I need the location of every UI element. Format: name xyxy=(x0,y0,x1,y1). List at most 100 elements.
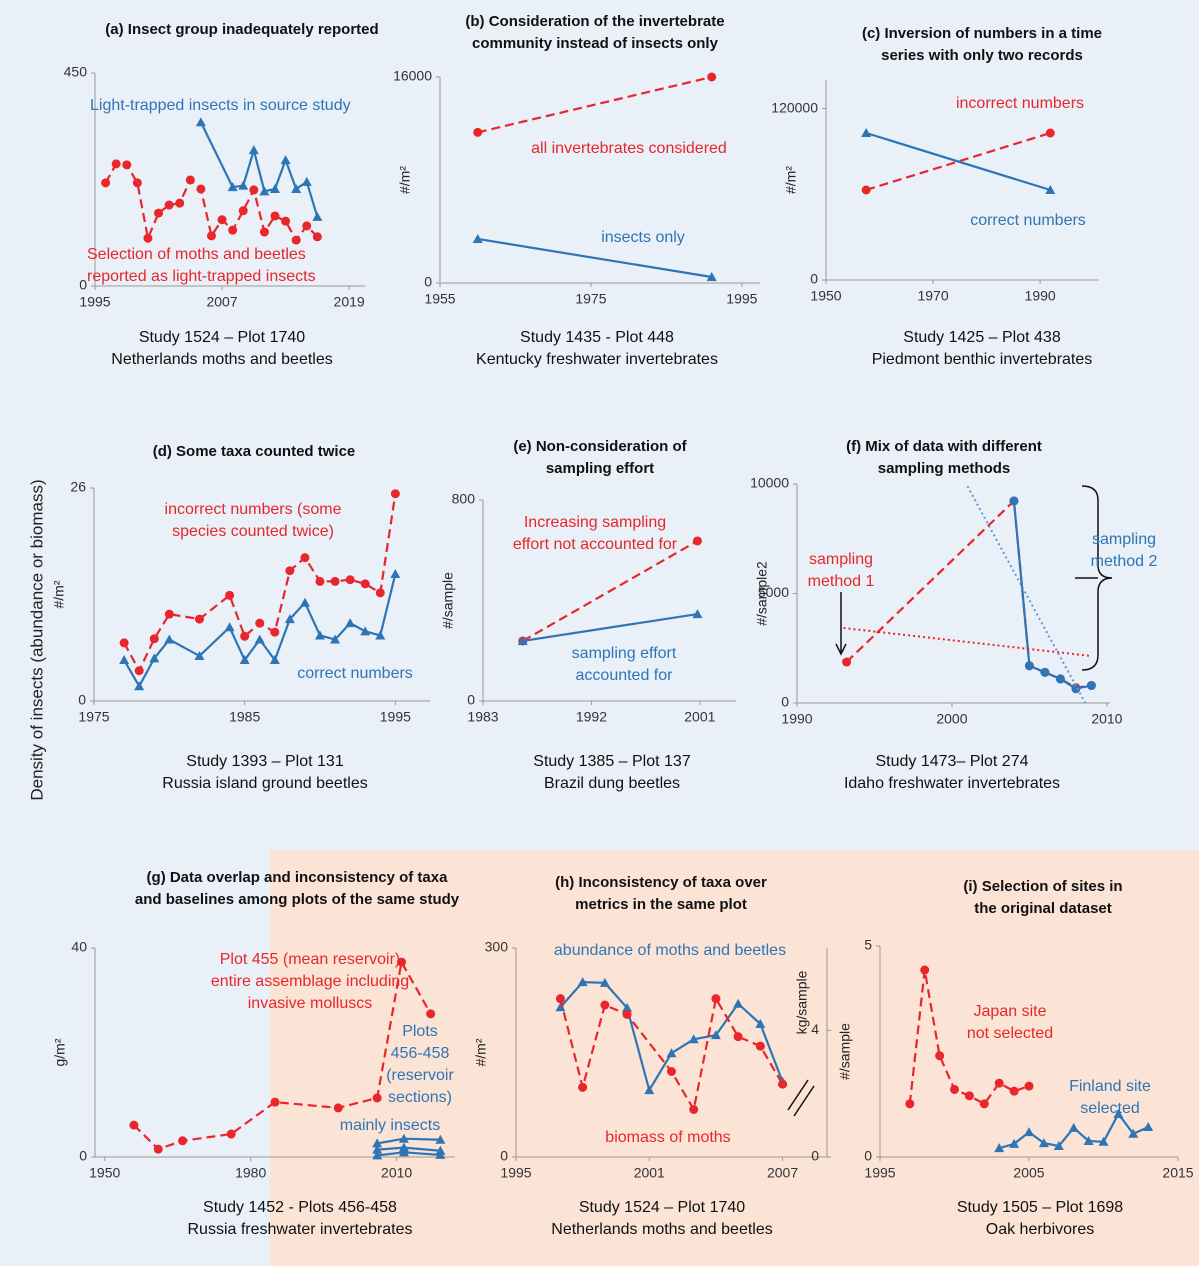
caption: Study 1524 – Plot 1740 xyxy=(579,1199,745,1216)
series-line xyxy=(843,626,1092,657)
point xyxy=(248,145,259,155)
caption: Netherlands moths and beetles xyxy=(111,351,332,368)
series-line xyxy=(865,131,1051,192)
point xyxy=(1024,1127,1034,1137)
point xyxy=(360,626,371,636)
caption: Idaho freshwater invertebrates xyxy=(844,775,1060,792)
point xyxy=(578,1082,588,1092)
caption: Netherlands moths and beetles xyxy=(551,1221,772,1238)
point xyxy=(333,1103,343,1113)
point xyxy=(1128,1128,1139,1138)
bracket xyxy=(1075,485,1113,671)
annotation: abundance of moths and beetles xyxy=(554,942,786,959)
point xyxy=(300,553,310,563)
point xyxy=(1009,1138,1020,1148)
point xyxy=(259,186,270,196)
x-tick-label: 1955 xyxy=(424,291,455,307)
annotation: accounted for xyxy=(576,667,674,684)
point xyxy=(435,1149,446,1159)
point xyxy=(270,1097,280,1107)
chart-title: (c) Inversion of numbers in a time xyxy=(862,25,1102,42)
y-tick-label: 0 xyxy=(810,271,818,287)
series-line xyxy=(966,485,1087,704)
point xyxy=(622,1010,632,1019)
caption: Russia freshwater invertebrates xyxy=(188,1221,413,1238)
point xyxy=(154,208,164,218)
point xyxy=(396,957,406,967)
point xyxy=(398,1133,409,1143)
annotation: insects only xyxy=(601,229,685,246)
point xyxy=(281,216,291,226)
x-tick-label: 2005 xyxy=(1013,1165,1044,1181)
y-tick-label: 0 xyxy=(467,692,475,708)
point xyxy=(622,1002,633,1012)
point xyxy=(129,1120,139,1130)
point xyxy=(259,227,269,237)
annotation: entire assemblage including xyxy=(211,973,409,990)
x-tick-label: 2001 xyxy=(684,709,715,725)
y-tick-label: 0 xyxy=(424,274,432,290)
point xyxy=(164,200,174,210)
caption: Brazil dung beetles xyxy=(544,775,680,792)
y2-tick-label: 0 xyxy=(811,1148,819,1164)
background-bottom-right xyxy=(270,850,1199,1266)
y-tick-label: 0 xyxy=(864,1148,872,1164)
point xyxy=(472,233,483,243)
caption: Study 1524 – Plot 1740 xyxy=(139,329,305,346)
point xyxy=(1040,667,1050,677)
point xyxy=(299,597,310,607)
point xyxy=(1053,1141,1064,1151)
y2-tick-label: 4 xyxy=(811,1021,819,1037)
point xyxy=(711,994,721,1004)
point xyxy=(473,127,483,137)
x-tick-label: 2007 xyxy=(206,294,237,310)
point xyxy=(175,198,185,208)
point xyxy=(194,614,204,624)
point xyxy=(599,977,610,987)
point xyxy=(330,634,341,644)
y-axis-label: #/sample xyxy=(837,1023,853,1080)
chart-title: and baselines among plots of the same st… xyxy=(135,891,460,908)
point xyxy=(1009,1086,1019,1096)
annotation: effort not accounted for xyxy=(513,536,678,553)
point xyxy=(372,1150,383,1160)
y-tick-label: 300 xyxy=(485,939,509,955)
point xyxy=(398,1142,409,1152)
point xyxy=(692,536,702,546)
point xyxy=(707,72,717,82)
x-tick-label: 1990 xyxy=(781,711,812,727)
point xyxy=(842,657,852,667)
point xyxy=(1083,1135,1094,1145)
point xyxy=(119,638,129,648)
x-tick-label: 1975 xyxy=(78,709,109,725)
annotation: correct numbers xyxy=(970,212,1086,229)
x-tick-label: 1995 xyxy=(380,709,411,725)
y-tick-label: 5000 xyxy=(758,584,789,600)
caption: Oak herbivores xyxy=(986,1221,1095,1238)
series-line xyxy=(522,612,698,643)
x-tick-label: 1950 xyxy=(810,288,841,304)
point xyxy=(689,1105,699,1114)
point xyxy=(217,215,227,225)
series-line xyxy=(865,131,1051,192)
y-tick-label: 0 xyxy=(781,694,789,710)
annotation: Japan site xyxy=(974,1003,1047,1020)
annotation: biomass of moths xyxy=(605,1129,730,1146)
y-tick-label: 0 xyxy=(79,1148,87,1164)
annotation: reported as light-trapped insects xyxy=(87,268,316,285)
point xyxy=(132,178,142,188)
point xyxy=(555,994,565,1004)
point xyxy=(285,566,295,576)
x-tick-label: 1995 xyxy=(500,1165,531,1181)
chart-title: (g) Data overlap and inconsistency of ta… xyxy=(147,869,449,886)
x-tick-label: 1985 xyxy=(229,709,260,725)
point xyxy=(149,653,160,663)
caption: Kentucky freshwater invertebrates xyxy=(476,351,718,368)
chart-title: (h) Inconsistency of taxa over xyxy=(555,874,767,891)
y-axis-label: #/m² xyxy=(397,166,413,194)
y-tick-label: 0 xyxy=(79,277,87,293)
point xyxy=(249,185,259,195)
figure-y-label: Density of insects (abundance or biomass… xyxy=(27,479,46,800)
annotation: method 2 xyxy=(1091,553,1158,570)
point xyxy=(372,1093,382,1103)
